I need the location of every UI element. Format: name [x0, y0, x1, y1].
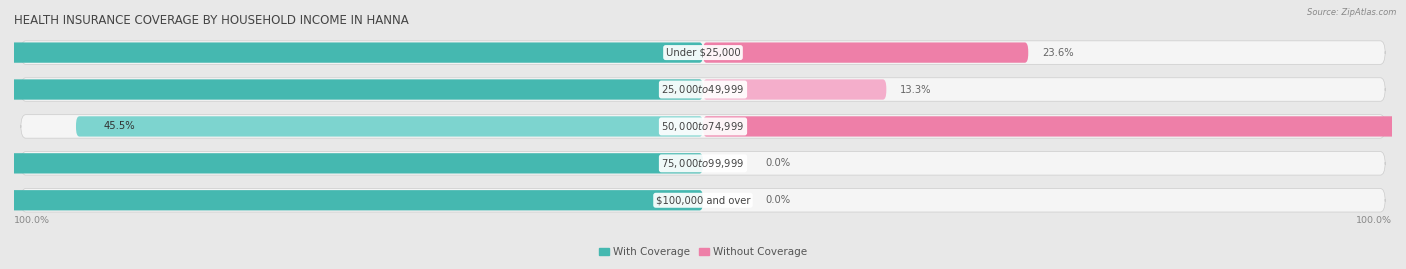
Text: Source: ZipAtlas.com: Source: ZipAtlas.com	[1306, 8, 1396, 17]
FancyBboxPatch shape	[0, 79, 703, 100]
FancyBboxPatch shape	[21, 78, 1385, 101]
Text: Under $25,000: Under $25,000	[665, 48, 741, 58]
Text: $25,000 to $49,999: $25,000 to $49,999	[661, 83, 745, 96]
Text: 0.0%: 0.0%	[765, 158, 790, 168]
Text: HEALTH INSURANCE COVERAGE BY HOUSEHOLD INCOME IN HANNA: HEALTH INSURANCE COVERAGE BY HOUSEHOLD I…	[14, 14, 409, 27]
Text: $100,000 and over: $100,000 and over	[655, 195, 751, 205]
Text: 23.6%: 23.6%	[1042, 48, 1074, 58]
Text: $50,000 to $74,999: $50,000 to $74,999	[661, 120, 745, 133]
Text: $75,000 to $99,999: $75,000 to $99,999	[661, 157, 745, 170]
FancyBboxPatch shape	[703, 79, 886, 100]
FancyBboxPatch shape	[21, 152, 1385, 175]
Text: 45.5%: 45.5%	[104, 121, 135, 132]
Text: 100.0%: 100.0%	[14, 216, 51, 225]
FancyBboxPatch shape	[21, 115, 1385, 138]
FancyBboxPatch shape	[0, 153, 703, 174]
FancyBboxPatch shape	[21, 41, 1385, 64]
FancyBboxPatch shape	[0, 43, 703, 63]
Legend: With Coverage, Without Coverage: With Coverage, Without Coverage	[599, 247, 807, 257]
FancyBboxPatch shape	[703, 43, 1028, 63]
Text: 13.3%: 13.3%	[900, 84, 932, 94]
FancyBboxPatch shape	[0, 190, 703, 210]
FancyBboxPatch shape	[703, 116, 1406, 137]
Text: 0.0%: 0.0%	[765, 195, 790, 205]
FancyBboxPatch shape	[76, 116, 703, 137]
Text: 100.0%: 100.0%	[1355, 216, 1392, 225]
FancyBboxPatch shape	[21, 189, 1385, 212]
